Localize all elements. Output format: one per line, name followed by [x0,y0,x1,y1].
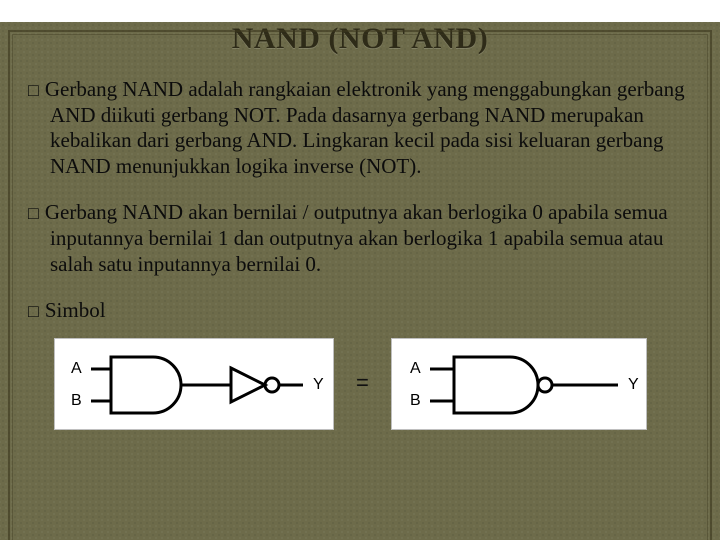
slide: NAND (NOT AND) Gerbang NAND adalah rangk… [0,22,720,540]
inner-border [12,34,708,540]
